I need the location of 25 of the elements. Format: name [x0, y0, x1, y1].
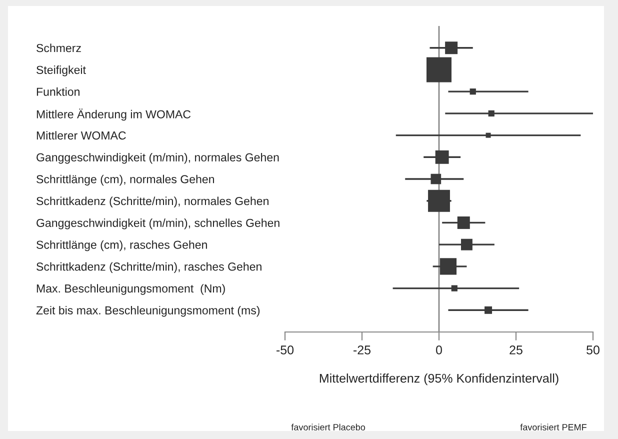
- x-tick-label: 0: [436, 346, 442, 354]
- x-axis-title: Mittelwertdifferenz (95% Konfidenzintervall): [320, 374, 558, 386]
- text: favorisiert PEMF: [520, 424, 586, 430]
- point: [445, 42, 458, 54]
- point: [430, 174, 442, 184]
- point: [457, 216, 470, 229]
- y-tick-label: Schmerz: [36, 44, 81, 52]
- text: favorisiert Placebo: [291, 424, 366, 430]
- y-tick-label: Schrittkadenz (Schritte/min), rasches Gehen: [36, 262, 262, 273]
- y-tick-label: Mittlerer WOMAC: [36, 131, 126, 140]
- y-tick-label: Zeit bis max. Beschleunigungsmoment (ms): [36, 306, 260, 317]
- y-tick-label: Schrittlänge (cm), normales Gehen: [36, 174, 214, 186]
- x-tick-label: -25: [354, 346, 371, 354]
- point: [460, 238, 472, 250]
- x-tick-label: 25: [510, 346, 522, 354]
- x-tick-label: 50: [586, 346, 600, 354]
- y-tick-label: Steifigkeit: [36, 66, 86, 76]
- y-tick-label: Max. Beschleunigungsmoment (Nm): [36, 284, 225, 295]
- y-tick-label: Funktion: [36, 87, 80, 96]
- x-tick-label: -50: [276, 346, 294, 354]
- y-tick-label: Ganggeschwindigkeit (m/min), schnelles Gehen: [36, 218, 280, 230]
- y-tick-label: Schrittlänge (cm), rasches Gehen: [36, 240, 207, 252]
- y-tick-label: Schrittkadenz (Schritte/min), normales Gehen: [36, 196, 268, 208]
- y-tick-label: Mittlere Änderung im WOMAC: [36, 108, 191, 121]
- y-tick-label: Ganggeschwindigkeit (m/min), normales Gehen: [36, 152, 279, 164]
